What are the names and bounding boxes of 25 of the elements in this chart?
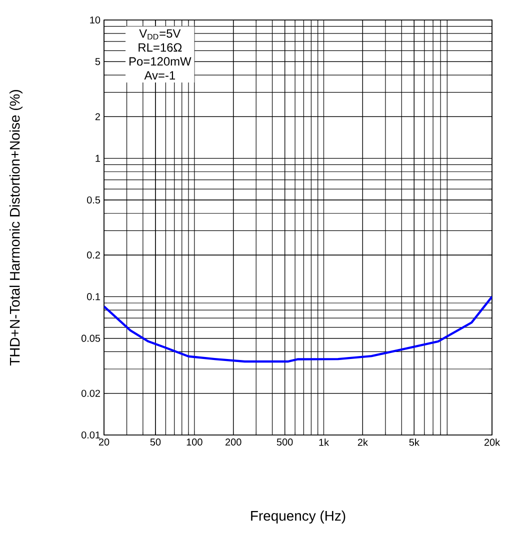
x-tick-label: 1k [319, 438, 330, 446]
y-tick-label: 0.05 [81, 334, 100, 342]
y-tick-label: 10 [90, 16, 100, 24]
x-tick-label: 2k [358, 438, 368, 446]
y-tick-label: 5 [95, 58, 100, 66]
x-tick-label: 200 [226, 438, 242, 446]
x-tick-label: 20 [98, 438, 110, 446]
annotation: Po=120mW [130, 57, 192, 66]
x-axis-title: Frequency (Hz) [251, 510, 346, 524]
y-tick-label: 0.02 [81, 390, 100, 397]
annotation: Av=-1 [144, 71, 176, 80]
x-tick-label: 500 [276, 438, 293, 446]
y-axis-title: THD+N-Total Harmonic Distortion+Noise (%) [9, 90, 22, 366]
x-tick-label: 100 [186, 438, 202, 446]
y-tick-label: 1 [96, 154, 100, 162]
x-tick-label: 50 [150, 438, 161, 446]
annotation: V$_{DD}$=5V [139, 29, 181, 40]
x-tick-label: 5k [409, 438, 420, 446]
y-tick-label: 2 [95, 113, 100, 120]
x-tick-label: 20k [484, 438, 500, 446]
y-tick-label: 0.1 [87, 293, 100, 300]
y-tick-label: 0.5 [87, 196, 100, 204]
y-tick-label: 0.01 [81, 431, 100, 439]
y-tick-label: 0.2 [87, 252, 100, 259]
annotation: RL=16Ω [138, 43, 182, 52]
